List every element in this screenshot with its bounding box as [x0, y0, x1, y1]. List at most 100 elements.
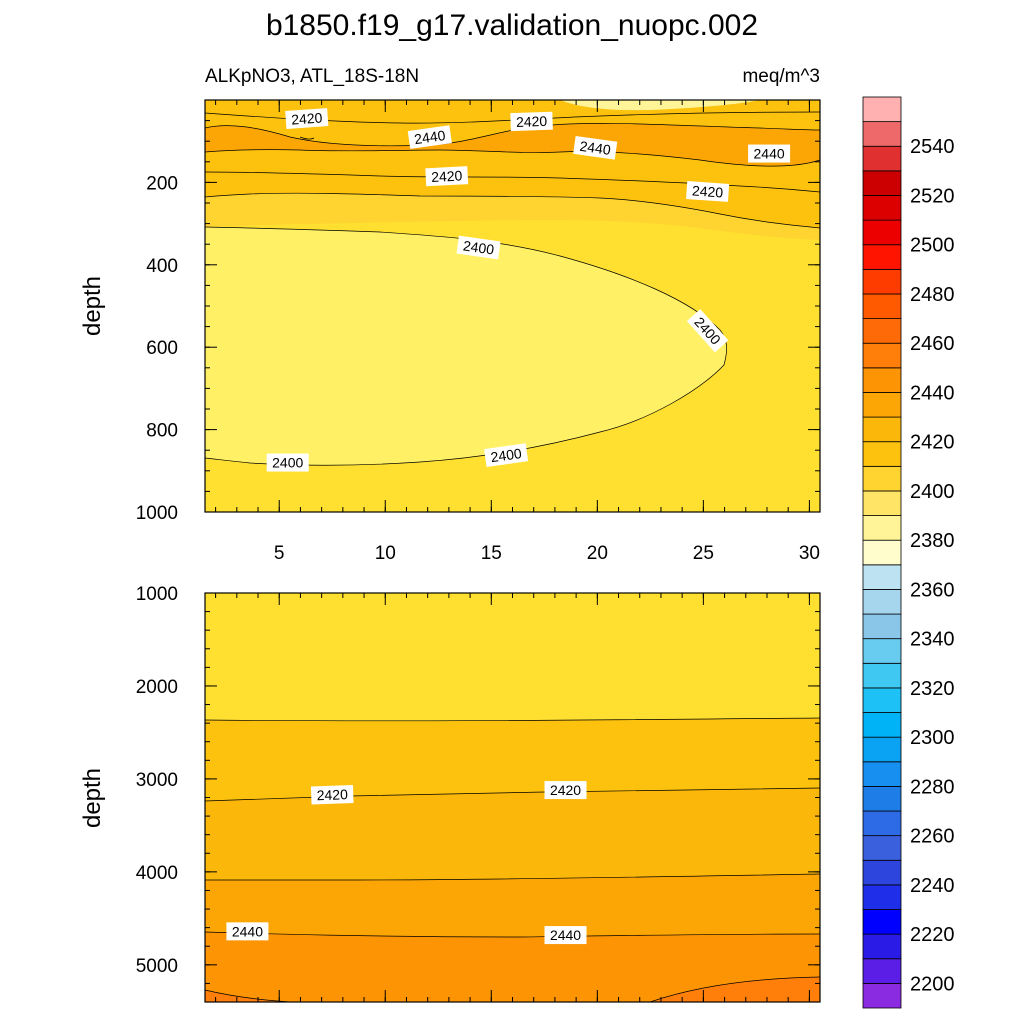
colorbar-label: 2480: [910, 284, 955, 306]
top-contour-label-box: [456, 235, 501, 260]
top-contour-label-box: [573, 135, 618, 160]
colorbar-label: 2460: [910, 333, 955, 355]
top-contour-label-box: [686, 181, 730, 202]
bottom-contour-label-box: [226, 922, 269, 941]
top-band-2400-core: [205, 227, 727, 466]
bottom-contour-1: [204, 717, 821, 722]
top-contour-label: 2440: [573, 135, 618, 160]
top-contour-label-box: [425, 166, 469, 187]
bottom-y-tick-label: 4000: [136, 863, 178, 884]
colorbar-label: 2360: [910, 579, 955, 601]
top-contour-label: 2440: [748, 144, 791, 163]
colorbar-label: 2440: [910, 382, 955, 404]
bottom-contour-label: 2440: [544, 926, 587, 945]
bottom-contour-4: [204, 931, 821, 938]
top-y-tick-label: 800: [146, 421, 178, 442]
colorbar-box: [862, 638, 902, 664]
bottom-band-2450-left: [205, 990, 290, 1002]
bottom-contour-labels: 2420 2420 2440 2440: [226, 781, 587, 945]
colorbar-box: [862, 933, 902, 960]
colorbar-label: 2260: [910, 826, 955, 848]
top-contour-label-text: 2440: [754, 146, 785, 162]
top-contour-label-text: 2440: [413, 127, 446, 147]
colorbar-box: [862, 859, 902, 886]
colorbar-boxes: [862, 96, 902, 1009]
top-contour-label: 2440: [407, 125, 452, 149]
top-contour-label: 2420: [510, 111, 553, 132]
colorbar-box: [862, 564, 902, 590]
top-x-tick-label: 30: [799, 543, 820, 564]
bottom-contour-3: [205, 873, 821, 881]
top-band-surface-light: [560, 100, 760, 111]
bottom-contour-label-text: 2440: [232, 923, 263, 939]
bottom-x-axis: [215, 593, 810, 1002]
colorbar-label: 2380: [910, 530, 955, 552]
top-contour-blip: [299, 136, 315, 140]
bottom-contour-label: 2440: [226, 922, 269, 941]
colorbar-box: [862, 96, 902, 123]
top-contour-label: 2400: [266, 453, 309, 472]
colorbar-box: [862, 195, 902, 221]
bottom-contour-label-text: 2440: [550, 927, 581, 943]
top-contour-label-box: [266, 453, 309, 472]
colorbar-label: 2320: [910, 678, 955, 700]
colorbar-label: 2420: [910, 432, 955, 454]
top-contour-label-box: [686, 309, 729, 353]
colorbar-box: [862, 465, 902, 492]
top-contour-label: 2420: [425, 166, 469, 187]
colorbar: 2200 2220 2240 2260 2280 2300 2320 2340 2360 2380…: [862, 96, 955, 1009]
colorbar-box: [862, 121, 902, 147]
top-contour-label: 2420: [686, 181, 730, 202]
top-y-tick-label: 200: [146, 173, 178, 194]
top-x-axis: 5 10 15 20 25 30: [215, 100, 820, 564]
bottom-y-tick-label: 1000: [136, 584, 178, 605]
top-y-tick-label: 400: [146, 256, 178, 277]
colorbar-box: [862, 761, 902, 787]
colorbar-box: [862, 786, 902, 812]
bottom-contour-label-text: 2420: [550, 782, 581, 798]
top-y-tick-label: 1000: [136, 503, 178, 524]
top-x-tick-label: 15: [481, 543, 502, 564]
colorbar-box: [862, 490, 902, 516]
colorbar-box: [862, 392, 902, 418]
top-contour-label-text: 2400: [272, 455, 303, 471]
top-contour-label-box: [510, 111, 553, 132]
colorbar-box: [862, 982, 902, 1009]
bottom-contour-label: 2420: [544, 781, 587, 800]
colorbar-box: [862, 244, 902, 270]
top-contour-2: [204, 123, 821, 147]
chart-title: b1850.f19_g17.validation_nuopc.002: [266, 9, 758, 42]
colorbar-box: [862, 416, 902, 443]
colorbar-box: [862, 293, 902, 319]
top-y-tick-label: 600: [146, 338, 178, 359]
colorbar-label: 2280: [910, 776, 955, 798]
top-contour-label: 2420: [285, 108, 329, 129]
top-x-tick-label: 5: [274, 543, 285, 564]
top-contour-3: [204, 149, 821, 167]
bottom-ylabel: depth: [79, 768, 106, 828]
colorbar-box: [862, 884, 902, 910]
bottom-panel: 2420 2420 2440 2440 1000 2000 3000 4000 5000 de…: [79, 584, 821, 1003]
colorbar-label: 2400: [910, 481, 955, 503]
top-contour-4: [204, 171, 821, 193]
colorbar-box: [862, 958, 902, 984]
colorbar-box: [862, 342, 902, 369]
top-contour-label-text: 2400: [490, 445, 523, 465]
bottom-contour-label: 2420: [310, 784, 354, 805]
colorbar-box: [862, 613, 902, 640]
colorbar-label: 2200: [910, 973, 955, 995]
bottom-y-axis: 1000 2000 3000 4000 5000: [136, 584, 820, 1003]
top-contour-label-text: 2420: [516, 113, 548, 130]
colorbar-box: [862, 441, 902, 467]
top-contour-label-text: 2420: [692, 182, 724, 200]
colorbar-box: [862, 662, 902, 689]
bottom-band-2450-right: [650, 977, 820, 1002]
bottom-contour-2: [204, 787, 821, 802]
top-contour-2400: [204, 226, 727, 466]
colorbar-box: [862, 170, 902, 196]
top-contour-label-text: 2440: [579, 138, 612, 158]
colorbar-box: [862, 712, 902, 738]
top-contour-label: 2400: [484, 443, 529, 467]
bottom-contour-6: [204, 989, 291, 1003]
